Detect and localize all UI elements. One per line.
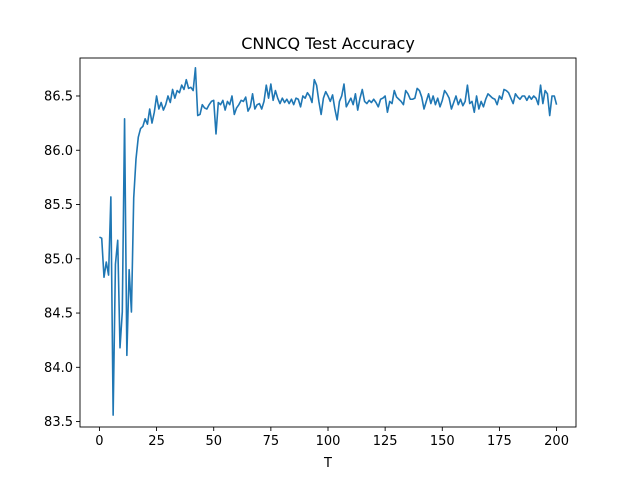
y-tick-label: 85.5: [44, 198, 73, 213]
x-tick-label: 175: [487, 434, 512, 449]
x-tick-label: 125: [373, 434, 398, 449]
series-line: [99, 66, 558, 416]
x-tick-label: 25: [148, 434, 165, 449]
y-tick-label: 86.5: [44, 89, 73, 104]
x-tick-label: 150: [430, 434, 455, 449]
plot-area: 0 25 50 75 100 125 150 175 200 83.5 84.0 84.5 85.0 85…: [44, 57, 577, 449]
chart-title: CNNCQ Test Accuracy: [241, 34, 415, 53]
x-axis-label: T: [323, 456, 332, 471]
x-tick-label: 100: [316, 434, 341, 449]
x-tick-label: 75: [263, 434, 280, 449]
y-tick-label: 84.0: [44, 361, 73, 376]
y-tick-label: 83.5: [44, 415, 73, 430]
y-tick-label: 85.0: [44, 252, 73, 267]
y-tick-label: 86.0: [44, 144, 73, 159]
x-tick-label: 50: [205, 434, 222, 449]
x-tick-label: 0: [95, 434, 103, 449]
x-tick-label: 200: [544, 434, 569, 449]
y-tick-label: 84.5: [44, 307, 73, 322]
